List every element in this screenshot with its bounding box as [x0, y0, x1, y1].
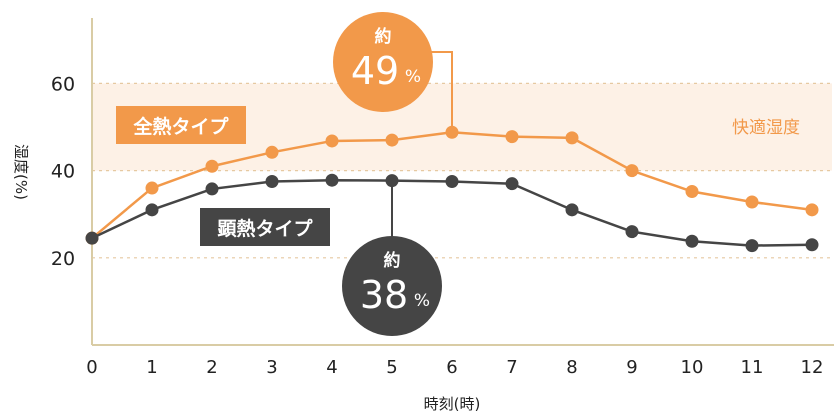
x-tick-label: 7 — [506, 357, 517, 378]
x-axis-label: 時刻(時) — [424, 395, 481, 413]
data-point — [565, 131, 579, 145]
callout-circle-1 — [342, 236, 442, 336]
x-tick-label: 11 — [741, 357, 764, 378]
data-point — [805, 203, 819, 217]
y-tick-label: 20 — [51, 248, 75, 270]
data-point — [745, 239, 759, 253]
data-point — [205, 182, 219, 196]
data-point — [445, 175, 459, 188]
data-point — [325, 173, 339, 187]
data-point — [265, 145, 279, 159]
grid-lines — [92, 82, 832, 259]
x-tick-label: 3 — [266, 357, 277, 378]
data-point — [625, 164, 639, 178]
y-tick-labels: 20 40 60 — [51, 73, 75, 269]
comfort-band-label: 快適湿度 — [732, 118, 800, 138]
data-point — [265, 175, 279, 188]
data-point — [745, 195, 759, 209]
data-point — [625, 225, 639, 239]
callout-prefix-1: 約 — [384, 250, 401, 271]
data-point — [685, 185, 699, 199]
series-label-box-1 — [200, 208, 330, 246]
data-point — [145, 181, 159, 195]
series-label-0: 全熱タイプ — [132, 115, 229, 138]
x-tick-label: 5 — [386, 357, 397, 378]
data-point — [385, 133, 399, 147]
callouts: 約49 %約38% — [333, 12, 453, 336]
series-layer — [85, 125, 819, 253]
x-tick-label: 6 — [446, 357, 457, 378]
callout-unit-1: % — [414, 291, 430, 311]
data-point — [685, 234, 699, 248]
series-label-1: 顕熱タイプ — [217, 217, 313, 240]
x-tick-label: 9 — [626, 357, 637, 378]
x-tick-label: 10 — [681, 357, 704, 378]
data-point — [205, 159, 219, 173]
x-tick-label: 12 — [801, 357, 824, 378]
callout-prefix-0: 約 — [375, 26, 392, 47]
data-point — [805, 238, 819, 252]
y-axis-label: 湿度(%) — [12, 144, 30, 200]
data-point — [325, 134, 339, 148]
data-point — [565, 203, 579, 217]
series-label-box-0 — [116, 106, 246, 144]
data-point — [85, 231, 99, 245]
data-point — [145, 203, 159, 217]
data-point — [505, 177, 519, 191]
y-tick-label: 60 — [51, 73, 75, 95]
x-tick-label: 0 — [86, 357, 97, 378]
y-tick-label: 40 — [51, 161, 75, 183]
x-tick-label: 8 — [566, 357, 577, 378]
callout-value-0: 49 — [351, 49, 399, 93]
data-point — [505, 130, 519, 144]
callout-unit-0: % — [405, 67, 421, 87]
x-tick-label: 4 — [326, 357, 337, 378]
x-tick-labels: 0 1 2 3 4 5 6 7 8 9 10 11 12 — [86, 357, 823, 378]
x-tick-label: 2 — [206, 357, 217, 378]
callout-circle-0 — [333, 12, 433, 112]
callout-value-1: 38 — [360, 273, 408, 317]
x-tick-label: 1 — [146, 357, 157, 378]
